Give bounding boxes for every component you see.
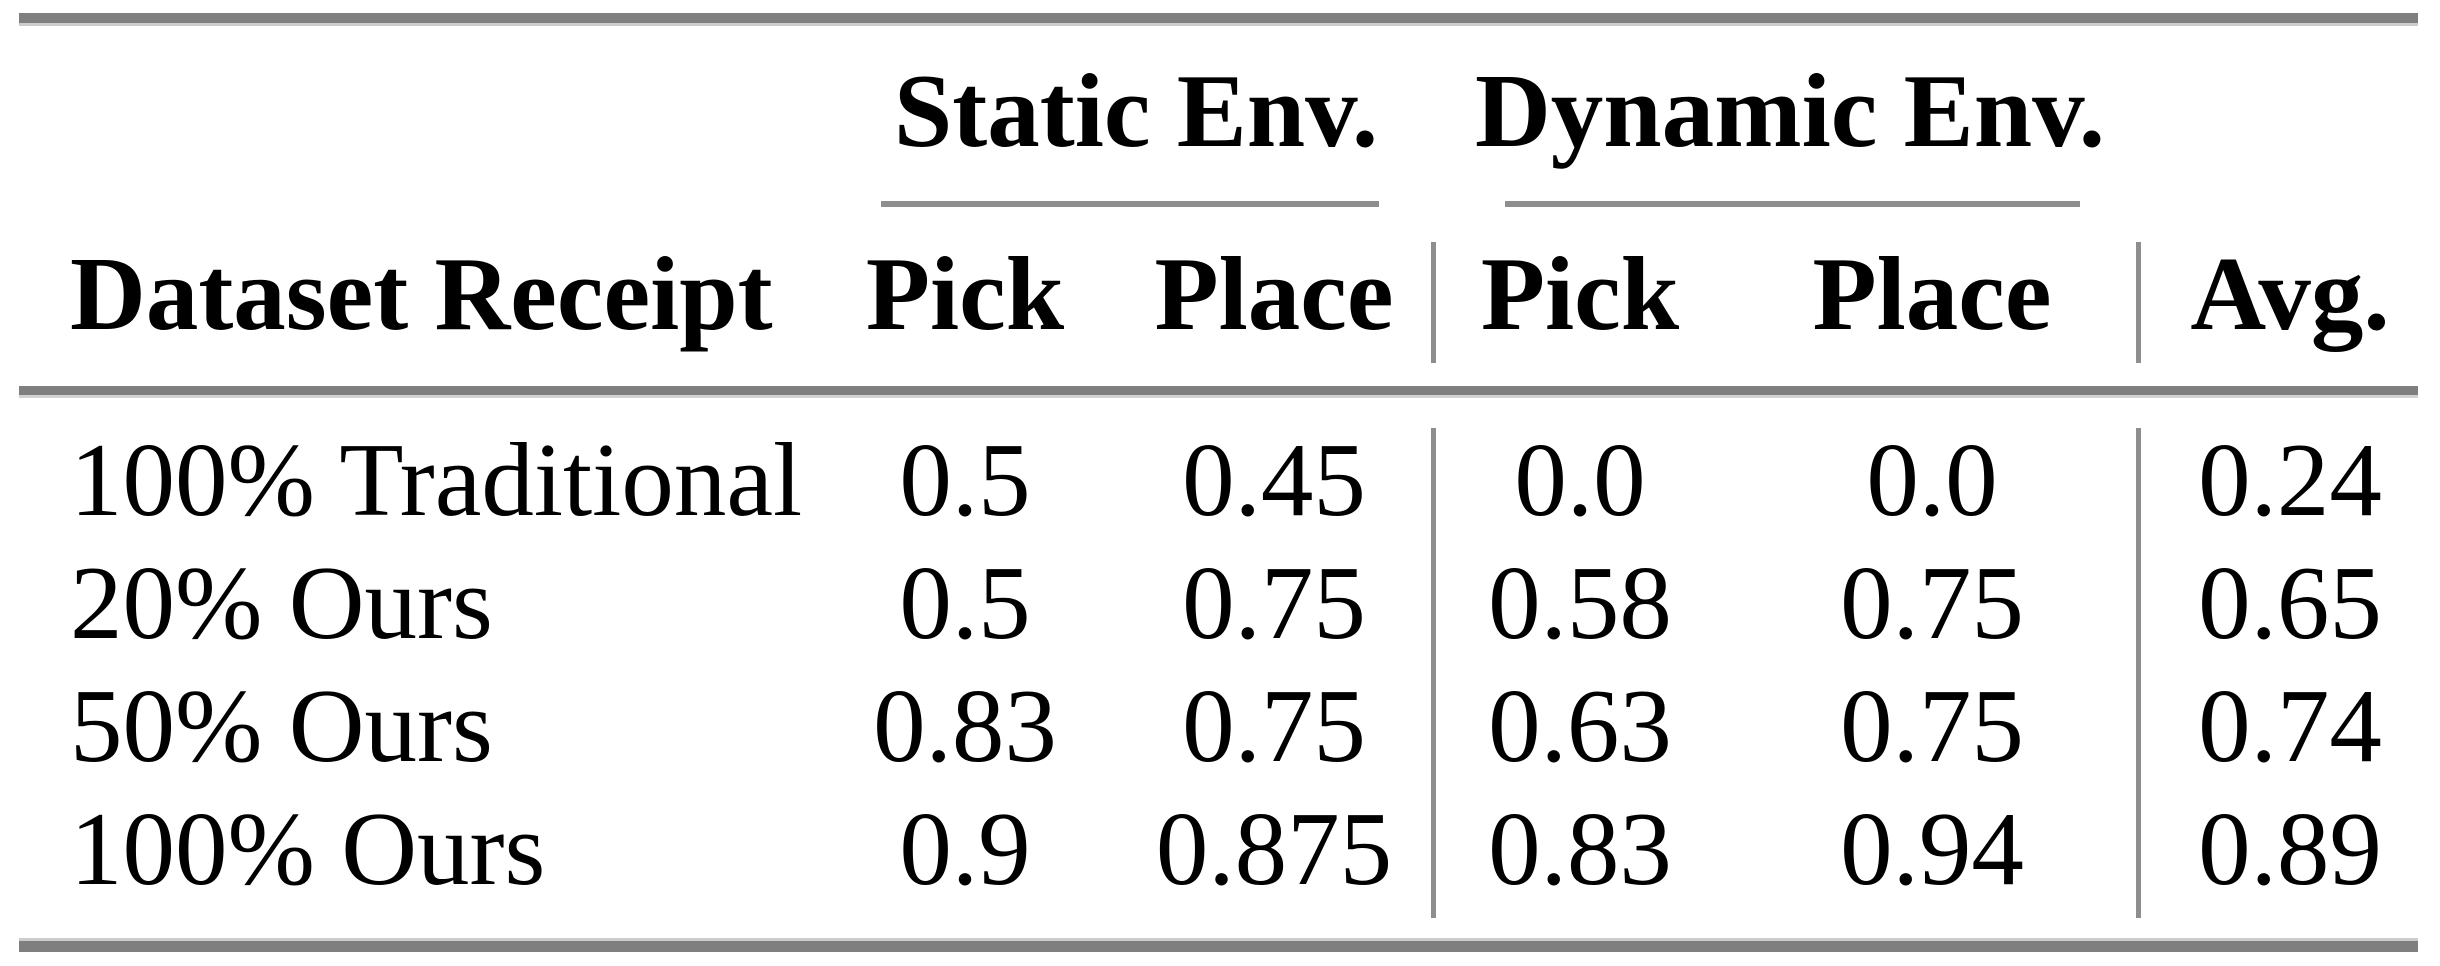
table-top-rule xyxy=(19,13,2418,23)
vertical-separator-2-header xyxy=(2136,242,2141,363)
table-bottom-rule xyxy=(19,941,2418,952)
column-header-dynamic-pick: Pick xyxy=(1480,235,1680,352)
cell-dynamic-pick: 0.58 xyxy=(1488,544,1672,661)
column-group-static-env: Static Env. xyxy=(893,52,1379,169)
table-mid-rule xyxy=(19,386,2418,395)
cell-dynamic-pick: 0.63 xyxy=(1488,667,1672,784)
cell-dynamic-place: 0.94 xyxy=(1840,790,2024,907)
row-label: 20% Ours xyxy=(70,544,493,661)
vertical-separator-1-header xyxy=(1431,242,1436,363)
cell-static-pick: 0.9 xyxy=(899,790,1031,907)
row-label: 100% Traditional xyxy=(70,421,803,538)
row-label: 100% Ours xyxy=(70,790,546,907)
column-group-dynamic-env: Dynamic Env. xyxy=(1474,52,2106,169)
column-header-avg: Avg. xyxy=(2190,235,2390,352)
cell-static-pick: 0.5 xyxy=(899,544,1031,661)
dynamic-env-underline xyxy=(1505,201,2080,207)
cell-dynamic-place: 0.0 xyxy=(1866,421,1998,538)
vertical-separator-1-body xyxy=(1431,428,1436,918)
cell-static-pick: 0.83 xyxy=(873,667,1057,784)
cell-dynamic-place: 0.75 xyxy=(1840,544,2024,661)
column-header-static-place: Place xyxy=(1154,235,1394,352)
static-env-underline xyxy=(881,201,1379,207)
cell-avg: 0.65 xyxy=(2198,544,2382,661)
cell-static-place: 0.75 xyxy=(1182,667,1366,784)
cell-dynamic-pick: 0.83 xyxy=(1488,790,1672,907)
cell-avg: 0.24 xyxy=(2198,421,2382,538)
row-label: 50% Ours xyxy=(70,667,493,784)
column-header-dataset-receipt: Dataset Receipt xyxy=(70,235,773,352)
cell-avg: 0.89 xyxy=(2198,790,2382,907)
column-header-static-pick: Pick xyxy=(865,235,1065,352)
cell-static-place: 0.75 xyxy=(1182,544,1366,661)
cell-static-pick: 0.5 xyxy=(899,421,1031,538)
column-header-dynamic-place: Place xyxy=(1812,235,2052,352)
vertical-separator-2-body xyxy=(2136,428,2141,918)
cell-static-place: 0.875 xyxy=(1155,790,1393,907)
cell-dynamic-place: 0.75 xyxy=(1840,667,2024,784)
cell-static-place: 0.45 xyxy=(1182,421,1366,538)
cell-dynamic-pick: 0.0 xyxy=(1514,421,1646,538)
cell-avg: 0.74 xyxy=(2198,667,2382,784)
